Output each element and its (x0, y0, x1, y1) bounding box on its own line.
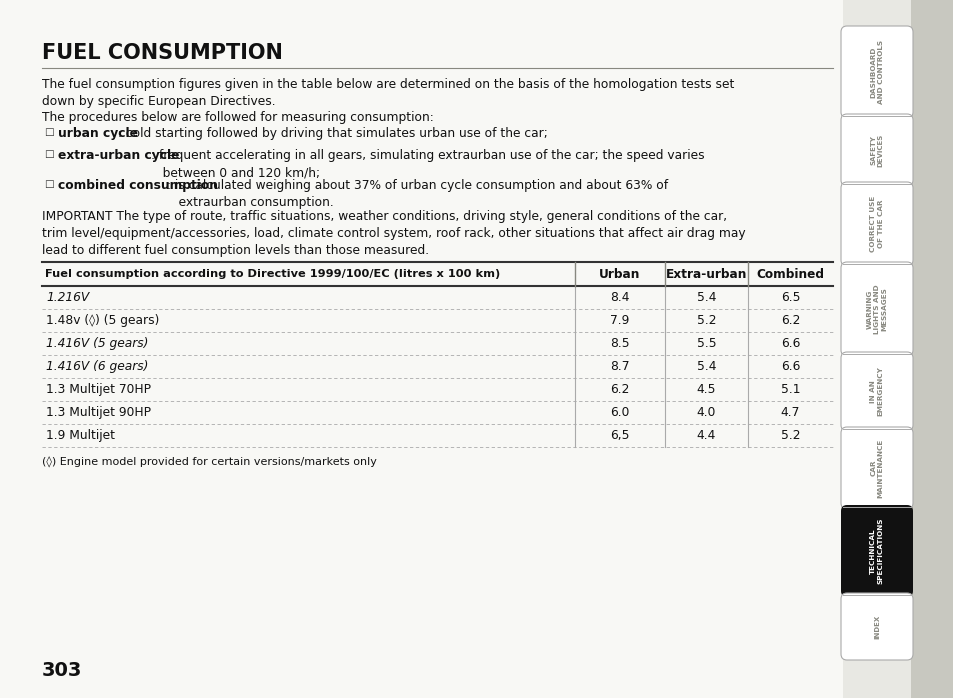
Text: INDEX: INDEX (873, 614, 879, 639)
Text: □: □ (44, 149, 53, 159)
Text: 6,5: 6,5 (610, 429, 629, 442)
FancyBboxPatch shape (841, 114, 912, 186)
Text: 5.2: 5.2 (780, 429, 800, 442)
FancyBboxPatch shape (841, 262, 912, 356)
Text: (◊) Engine model provided for certain versions/markets only: (◊) Engine model provided for certain ve… (42, 457, 376, 468)
Text: IN AN
EMERGENCY: IN AN EMERGENCY (869, 366, 882, 417)
Text: IMPORTANT The type of route, traffic situations, weather conditions, driving sty: IMPORTANT The type of route, traffic sit… (42, 210, 745, 257)
Text: 303: 303 (42, 661, 82, 680)
Text: Urban: Urban (598, 267, 640, 281)
Text: urban cycle: urban cycle (58, 127, 138, 140)
Text: : cold starting followed by driving that simulates urban use of the car;: : cold starting followed by driving that… (118, 127, 547, 140)
Text: Combined: Combined (756, 267, 823, 281)
Text: 5.4: 5.4 (696, 360, 716, 373)
Text: The fuel consumption figures given in the table below are determined on the basi: The fuel consumption figures given in th… (42, 78, 734, 108)
Text: SAFETY
DEVICES: SAFETY DEVICES (869, 133, 882, 167)
Text: 5.2: 5.2 (696, 314, 716, 327)
Text: CAR
MAINTENANCE: CAR MAINTENANCE (869, 438, 882, 498)
Text: 6.6: 6.6 (780, 337, 800, 350)
Text: CORRECT USE
OF THE CAR: CORRECT USE OF THE CAR (869, 196, 882, 252)
Text: 1.3 Multijet 70HP: 1.3 Multijet 70HP (46, 383, 151, 396)
Text: 1.48v (◊) (5 gears): 1.48v (◊) (5 gears) (46, 314, 159, 327)
Text: 1.3 Multijet 90HP: 1.3 Multijet 90HP (46, 406, 151, 419)
FancyBboxPatch shape (841, 182, 912, 266)
Text: □: □ (44, 127, 53, 137)
Text: The procedures below are followed for measuring consumption:: The procedures below are followed for me… (42, 111, 434, 124)
FancyBboxPatch shape (841, 505, 912, 597)
Text: 7.9: 7.9 (610, 314, 629, 327)
Text: 8.4: 8.4 (610, 291, 629, 304)
Bar (842, 0, 953, 698)
FancyBboxPatch shape (841, 427, 912, 509)
Text: 6.2: 6.2 (780, 314, 800, 327)
Text: 6.5: 6.5 (780, 291, 800, 304)
Text: 4.7: 4.7 (780, 406, 800, 419)
Text: : is calculated weighing about 37% of urban cycle consumption and about 63% of
 : : is calculated weighing about 37% of ur… (167, 179, 667, 209)
Text: FUEL CONSUMPTION: FUEL CONSUMPTION (42, 43, 283, 63)
Text: 1.216V: 1.216V (46, 291, 90, 304)
Text: 6.2: 6.2 (610, 383, 629, 396)
Text: 4.4: 4.4 (696, 429, 716, 442)
Text: 4.0: 4.0 (696, 406, 716, 419)
Text: 1.416V (5 gears): 1.416V (5 gears) (46, 337, 149, 350)
Text: 5.4: 5.4 (696, 291, 716, 304)
Text: 8.7: 8.7 (610, 360, 629, 373)
Text: 4.5: 4.5 (696, 383, 716, 396)
Text: DASHBOARD
AND CONTROLS: DASHBOARD AND CONTROLS (869, 40, 882, 104)
Text: Extra-urban: Extra-urban (665, 267, 746, 281)
Text: 1.416V (6 gears): 1.416V (6 gears) (46, 360, 149, 373)
Text: TECHNICAL
SPECIFICATIONS: TECHNICAL SPECIFICATIONS (869, 518, 882, 584)
Bar (910, 0, 953, 698)
FancyBboxPatch shape (841, 26, 912, 118)
Text: : frequent accelerating in all gears, simulating extraurban use of the car; the : : frequent accelerating in all gears, si… (151, 149, 703, 179)
Text: 8.5: 8.5 (610, 337, 629, 350)
Text: 5.1: 5.1 (780, 383, 800, 396)
Text: Fuel consumption according to Directive 1999/100/EC (litres x 100 km): Fuel consumption according to Directive … (45, 269, 499, 279)
Text: 6.6: 6.6 (780, 360, 800, 373)
Text: 5.5: 5.5 (696, 337, 716, 350)
Text: 1.9 Multijet: 1.9 Multijet (46, 429, 115, 442)
Text: □: □ (44, 179, 53, 189)
FancyBboxPatch shape (841, 593, 912, 660)
FancyBboxPatch shape (841, 352, 912, 431)
Text: WARNING
LIGHTS AND
MESSAGES: WARNING LIGHTS AND MESSAGES (865, 284, 886, 334)
Text: 6.0: 6.0 (610, 406, 629, 419)
Text: combined consumption: combined consumption (58, 179, 218, 192)
Text: extra-urban cycle: extra-urban cycle (58, 149, 179, 162)
